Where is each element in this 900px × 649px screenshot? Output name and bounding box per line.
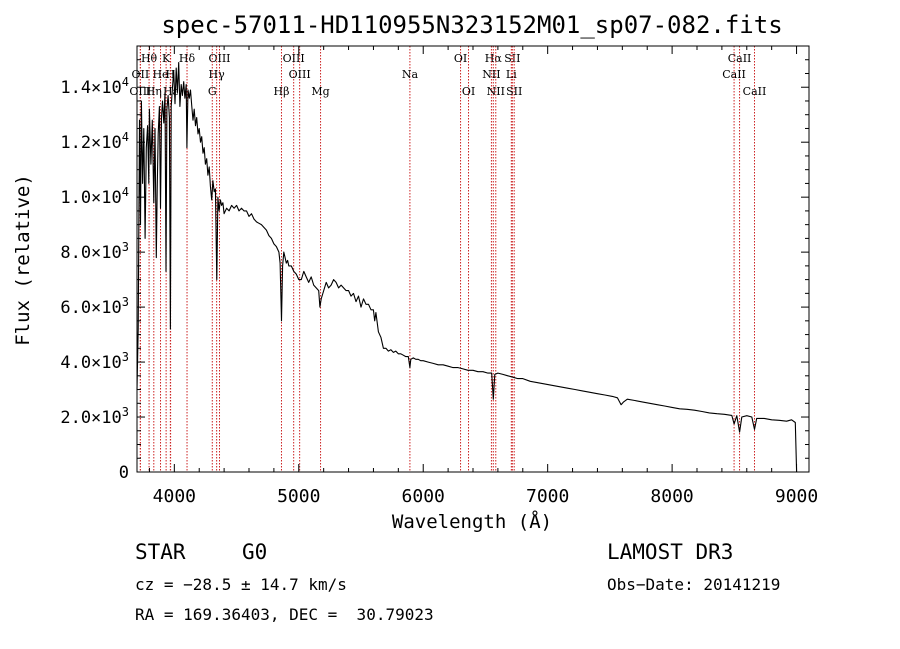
line-marker-label: OIII: [208, 52, 230, 65]
y-axis-label: Flux (relative): [12, 174, 34, 346]
line-marker-label: Mg: [311, 85, 329, 98]
y-tick-label: 1.4×104: [60, 75, 129, 98]
line-marker-label: Hδ: [179, 52, 196, 65]
x-tick-label: 5000: [277, 486, 320, 507]
line-marker-label: K: [162, 52, 171, 65]
line-marker-label: SII: [506, 85, 522, 98]
line-marker-label: NII: [487, 85, 505, 98]
x-axis-label: Wavelength (Å): [392, 510, 552, 533]
chart-title: spec-57011-HD110955N323152M01_sp07-082.f…: [161, 11, 782, 39]
x-axis: 4000 5000 6000 7000 8000 9000: [148, 46, 818, 507]
sky-coordinates: RA = 169.36403, DEC = 30.79023: [135, 605, 434, 624]
line-marker-label: Hβ: [274, 85, 290, 98]
line-marker-label: Hθ: [141, 52, 158, 65]
spectral-subclass: G0: [242, 540, 268, 564]
y-tick-label: 0: [119, 463, 129, 483]
x-tick-label: 7000: [526, 486, 569, 507]
x-tick-label: 4000: [153, 486, 196, 507]
line-marker-label: OIII: [129, 85, 151, 98]
y-tick-label: 2.0×103: [60, 405, 129, 428]
line-marker-label: CaII: [728, 52, 752, 65]
line-marker-label: NII: [482, 68, 500, 81]
y-tick-label: 4.0×103: [60, 350, 129, 373]
line-marker-label: CaII: [743, 85, 767, 98]
plot-frame: [136, 45, 810, 473]
line-marker-label: G: [208, 85, 217, 98]
line-marker-label: CaII: [722, 68, 746, 81]
y-tick-label: 6.0×103: [60, 295, 129, 318]
line-marker-group: HθKHδOIIIOIIIOIHαSIICaIIOIIHeHHγOIIINaNI…: [129, 46, 766, 472]
line-marker-label: Hγ: [209, 68, 226, 81]
spectrum-line: [136, 61, 798, 473]
line-marker-label: OI: [462, 85, 475, 98]
object-class: STAR: [135, 540, 186, 564]
line-marker-label: Hη: [146, 85, 162, 98]
line-marker-label: Hα: [485, 52, 503, 65]
line-marker-label: Na: [402, 68, 419, 81]
observation-date: Obs−Date: 20141219: [607, 575, 781, 594]
line-marker-label: OI: [454, 52, 467, 65]
y-tick-label: 1.2×104: [60, 130, 129, 153]
line-marker-label: OIII: [283, 52, 305, 65]
line-marker-label: He: [152, 68, 168, 81]
redshift-velocity: cz = −28.5 ± 14.7 km/s: [135, 575, 347, 594]
survey-name: LAMOST DR3: [607, 540, 734, 564]
y-tick-label: 8.0×103: [60, 240, 129, 263]
x-tick-label: 6000: [402, 486, 445, 507]
y-tick-label: 1.0×104: [60, 185, 129, 208]
x-tick-label: 9000: [775, 486, 818, 507]
line-marker-label: SII: [504, 52, 520, 65]
line-marker-label: Li: [506, 68, 517, 81]
spectrum-series: [136, 61, 798, 473]
x-tick-label: 8000: [650, 486, 693, 507]
line-marker-label: OIII: [289, 68, 311, 81]
y-axis: 0 2.0×103 4.0×103 6.0×103 8.0×103 1.0×104 1.2×…: [60, 59, 809, 483]
